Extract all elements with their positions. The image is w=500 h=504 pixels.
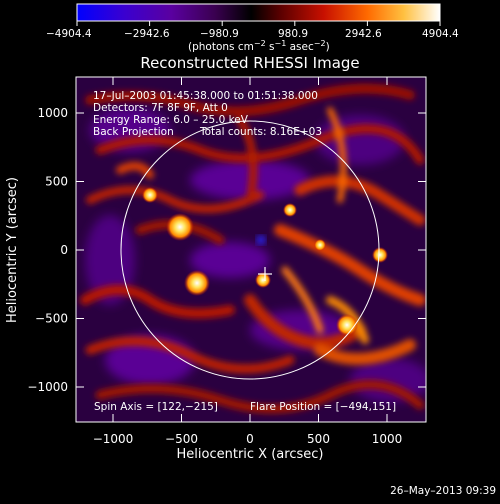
hotspot xyxy=(336,314,358,336)
spin-axis-marker xyxy=(258,267,272,281)
image-hotspots xyxy=(142,187,388,336)
footer-timestamp: 26–May–2013 09:39 xyxy=(390,485,496,497)
hotspot xyxy=(283,203,297,217)
y-axis-title: Heliocentric Y (arcsec) xyxy=(5,177,20,323)
colorbar-tick-label: −980.9 xyxy=(200,28,239,40)
colorbar-tick-label: 4904.4 xyxy=(422,28,459,40)
y-tick-label: −1000 xyxy=(27,380,68,394)
colorbar-ticks xyxy=(76,21,441,26)
hotspot xyxy=(142,187,158,203)
colorbar: −4904.4 −2942.6 −980.9 980.9 2942.6 4904… xyxy=(46,3,459,53)
hotspot xyxy=(372,247,388,263)
image-info-overlay: 17–Jul–2003 01:45:38.000 to 01:51:38.000… xyxy=(93,90,396,413)
colorbar-tick-label: −2942.6 xyxy=(124,28,170,40)
x-tick-label: 0 xyxy=(246,432,254,446)
y-tick-label: −500 xyxy=(35,312,68,326)
solar-limb-circle xyxy=(120,120,380,380)
x-tick-label: −500 xyxy=(165,432,198,446)
colorbar-units: (photons cm−2 s−1 asec−2) xyxy=(188,39,330,53)
spin-axis-text: Spin Axis = [122,−215] xyxy=(94,401,218,413)
y-tick-label: 1000 xyxy=(37,106,68,120)
time-range-text: 17–Jul–2003 01:45:38.000 to 01:51:38.000 xyxy=(93,90,318,102)
reconstructed-image xyxy=(76,77,426,422)
hotspot xyxy=(314,239,326,251)
x-axis-title: Heliocentric X (arcsec) xyxy=(177,447,324,462)
colorbar-tick-label: −4904.4 xyxy=(46,28,92,40)
x-tick-label: 1000 xyxy=(372,432,403,446)
hotspot xyxy=(184,270,210,296)
energy-range-text: Energy Range: 6.0 – 25.0 keV xyxy=(93,114,249,126)
y-axis-ticks xyxy=(76,112,426,388)
method-text: Back Projection xyxy=(93,126,174,138)
hotspot xyxy=(255,272,271,288)
x-tick-label: 500 xyxy=(307,432,330,446)
colorbar-tick-label: 980.9 xyxy=(278,28,308,40)
y-tick-label: 0 xyxy=(60,243,68,257)
image-emission-bands xyxy=(80,83,426,414)
negative-spot xyxy=(256,235,266,245)
hotspot xyxy=(166,213,194,241)
y-tick-label: 500 xyxy=(45,175,68,189)
x-tick-label: −1000 xyxy=(93,432,134,446)
x-axis-ticks xyxy=(112,77,388,422)
total-counts-text: Total counts: 8.16E+03 xyxy=(199,126,322,138)
plot-title: Reconstructed RHESSI Image xyxy=(140,54,359,72)
flare-position-text: Flare Position = [−494,151] xyxy=(250,401,396,413)
colorbar-gradient xyxy=(76,3,441,22)
detectors-text: Detectors: 7F 8F 9F, Att 0 xyxy=(93,102,228,114)
colorbar-tick-label: 2942.6 xyxy=(345,28,382,40)
